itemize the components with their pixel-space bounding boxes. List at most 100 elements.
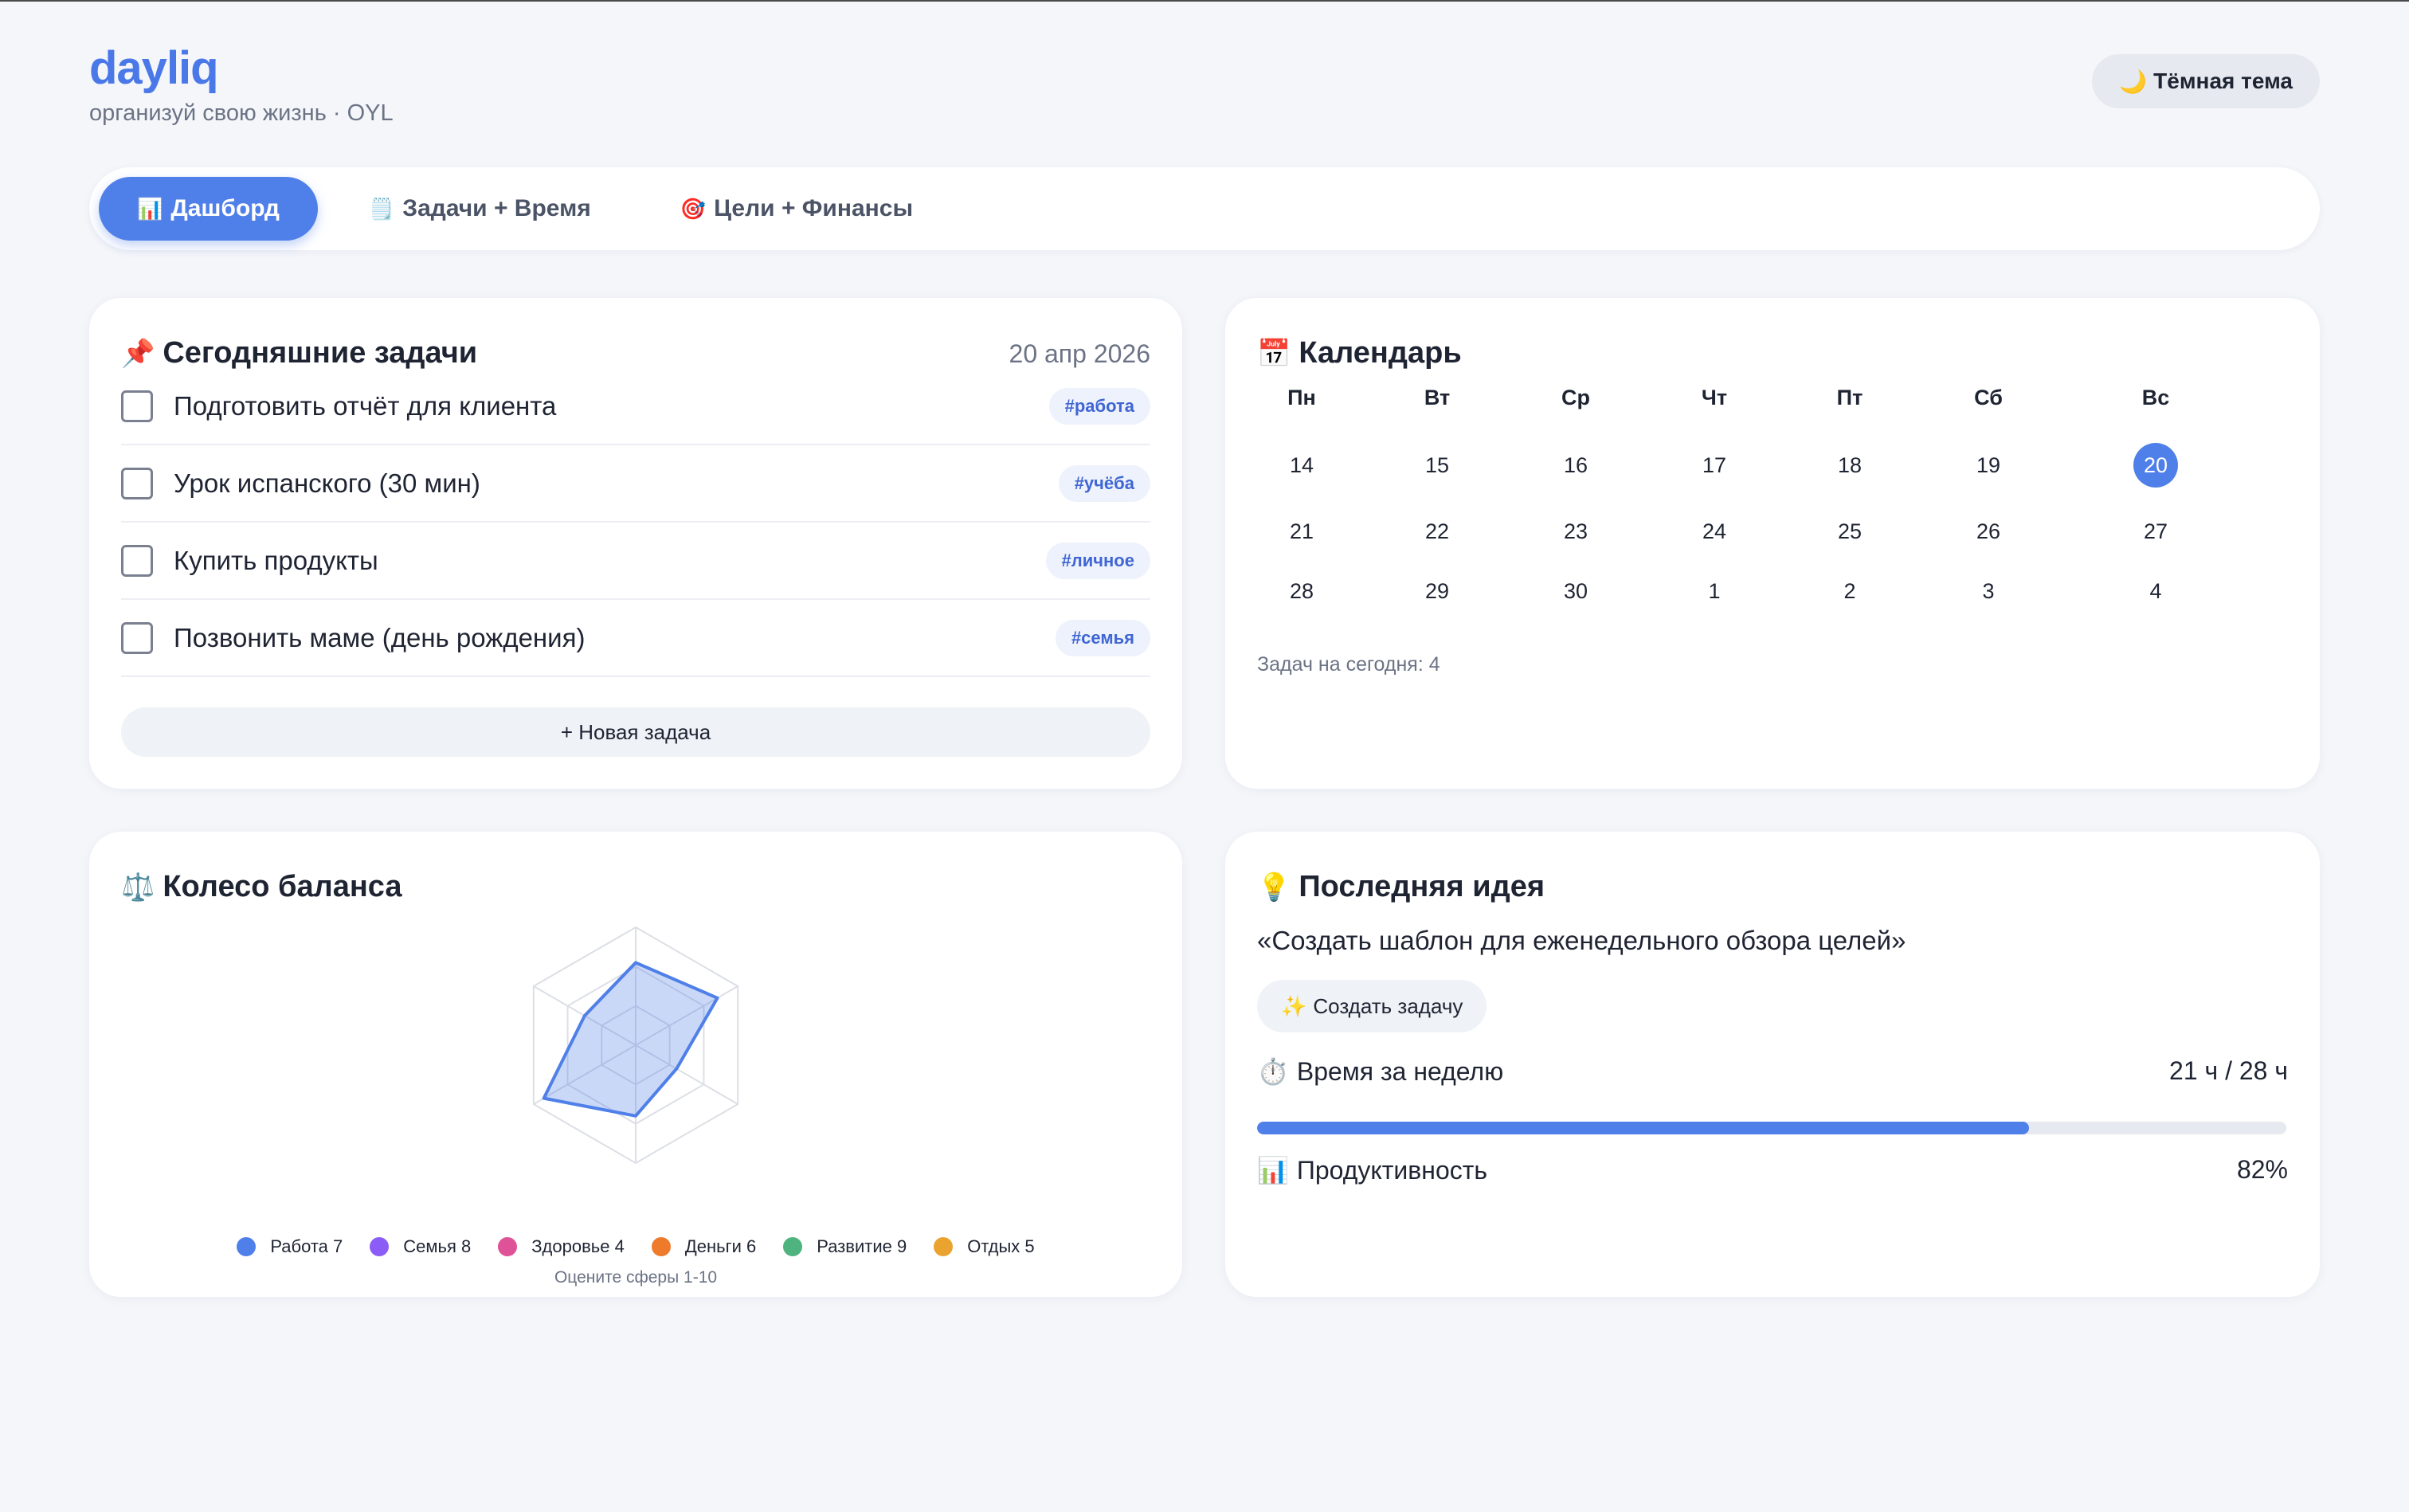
chart-icon: 📊: [137, 196, 163, 221]
weekday-header: Пн: [1287, 386, 1316, 409]
task-tag[interactable]: #учёба: [1058, 464, 1150, 502]
weekday-header: Сб: [1974, 386, 2003, 409]
balance-radar-chart: [532, 926, 739, 1165]
balance-title-text: Колесо баланса: [163, 870, 402, 903]
task-row: Подготовить отчёт для клиента #работа: [121, 368, 1150, 445]
calendar-day[interactable]: 16: [1563, 453, 1588, 477]
calendar-day[interactable]: 29: [1424, 579, 1450, 603]
calendar-day[interactable]: 19: [1976, 453, 2001, 477]
tab-label: Задачи + Время: [402, 195, 591, 221]
legend-label: Здоровье 4: [531, 1236, 625, 1256]
calendar-day[interactable]: 14: [1289, 453, 1314, 477]
brand-tagline: организуй свою жизнь · OYL: [89, 100, 394, 126]
task-tag[interactable]: #личное: [1045, 542, 1150, 579]
calendar-day[interactable]: 2: [1843, 579, 1856, 603]
radar-axis: [533, 1044, 637, 1105]
idea-title-text: Последняя идея: [1299, 870, 1545, 903]
weekly-time-progress-fill: [1257, 1122, 2029, 1134]
calendar-day[interactable]: 28: [1289, 579, 1314, 603]
moon-icon: 🌙: [2119, 69, 2148, 94]
radar-values-polygon: [542, 961, 719, 1118]
legend-label: Деньги 6: [684, 1236, 757, 1256]
legend-item: Здоровье 4: [498, 1236, 625, 1257]
create-task-label: Создать задачу: [1313, 993, 1463, 1018]
new-task-button[interactable]: + Новая задача: [121, 707, 1150, 757]
create-task-from-idea-button[interactable]: ✨ Создать задачу: [1257, 980, 1487, 1032]
tab-dashboard[interactable]: 📊 Дашборд: [99, 177, 318, 241]
tab-label: Дашборд: [170, 195, 280, 221]
calendar-day[interactable]: 27: [2143, 519, 2168, 543]
weekday-header: Вт: [1424, 386, 1451, 409]
calendar-day[interactable]: 25: [1837, 519, 1863, 543]
target-icon: 🎯: [680, 196, 707, 221]
calendar-day[interactable]: 1: [1708, 579, 1721, 603]
task-text: Урок испанского (30 мин): [174, 468, 480, 498]
task-checkbox[interactable]: [121, 544, 153, 577]
legend-item: Развитие 9: [783, 1236, 907, 1257]
weekday-header: Чт: [1701, 386, 1728, 409]
tasks-title-text: Сегодняшние задачи: [163, 336, 478, 370]
legend-item: Деньги 6: [651, 1236, 757, 1257]
balance-card-title: ⚖️ Колесо баланса: [121, 870, 402, 904]
task-checkbox[interactable]: [121, 467, 153, 499]
tasks-date: 20 апр 2026: [1009, 339, 1150, 368]
weekly-time-label: ⏱️ Время за неделю: [1257, 1056, 1503, 1087]
calendar-day[interactable]: 30: [1563, 579, 1588, 603]
radar-axis: [635, 1044, 738, 1105]
task-row: Урок испанского (30 мин) #учёба: [121, 445, 1150, 523]
task-tag[interactable]: #работа: [1048, 387, 1150, 425]
legend-dot: [934, 1237, 954, 1256]
calendar-day[interactable]: 4: [2149, 579, 2162, 603]
productivity-value: 82%: [2236, 1155, 2288, 1184]
calendar-day[interactable]: 26: [1976, 519, 2001, 543]
calendar-icon: 📅: [1257, 338, 1291, 369]
calendar-day[interactable]: 22: [1424, 519, 1450, 543]
task-tag[interactable]: #семья: [1055, 619, 1150, 656]
legend-item: Отдых 5: [934, 1236, 1035, 1257]
task-checkbox[interactable]: [121, 390, 153, 422]
tasks-card: 📌 Сегодняшние задачи 20 апр 2026 Подгото…: [89, 298, 1182, 789]
tasks-card-title: 📌 Сегодняшние задачи: [121, 336, 477, 370]
task-text: Подготовить отчёт для клиента: [174, 390, 557, 421]
chart-icon: 📊: [1257, 1156, 1289, 1185]
tab-tasks-time[interactable]: 🗒️ Задачи + Время: [331, 177, 629, 241]
calendar-day[interactable]: 21: [1289, 519, 1314, 543]
weekly-time-value: 21 ч / 28 ч: [2169, 1056, 2288, 1085]
task-checkbox[interactable]: [121, 621, 153, 654]
legend-dot: [237, 1237, 257, 1256]
calendar-title-text: Календарь: [1299, 336, 1462, 370]
lightbulb-icon: 💡: [1257, 872, 1291, 903]
calendar-day-today[interactable]: 20: [2124, 443, 2188, 488]
calendar-day[interactable]: 23: [1563, 519, 1588, 543]
weekday-header: Вс: [2141, 386, 2170, 409]
calendar-day[interactable]: 18: [1837, 453, 1863, 477]
legend-label: Развитие 9: [817, 1236, 907, 1256]
legend-label: Работа 7: [270, 1236, 343, 1256]
sparkles-icon: ✨: [1281, 993, 1307, 1018]
legend-label: Отдых 5: [967, 1236, 1035, 1256]
productivity-label: 📊 Продуктивность: [1257, 1155, 1487, 1185]
weekly-time-progress: [1257, 1122, 2286, 1134]
task-text: Купить продукты: [174, 545, 378, 575]
scales-icon: ⚖️: [121, 872, 155, 903]
idea-card-title: 💡 Последняя идея: [1257, 870, 1545, 904]
calendar-card-title: 📅 Календарь: [1257, 336, 1462, 370]
weekday-header: Пт: [1836, 386, 1863, 409]
balance-card: ⚖️ Колесо баланса Работа 7 Семья 8 Здоровь…: [89, 832, 1182, 1297]
legend-item: Работа 7: [237, 1236, 343, 1257]
calendar-day[interactable]: 24: [1702, 519, 1727, 543]
notepad-icon: 🗒️: [368, 196, 395, 221]
weekday-header: Ср: [1561, 386, 1590, 409]
calendar-card: 📅 Календарь Пн Вт Ср Чт Пт Сб Вс 14 15 16 17 18 19 20…: [1225, 298, 2320, 789]
task-row: Позвонить маме (день рождения) #семья: [121, 600, 1150, 677]
calendar-day[interactable]: 3: [1982, 579, 1995, 603]
legend-dot: [498, 1237, 518, 1256]
tab-label: Цели + Финансы: [714, 195, 914, 221]
stopwatch-icon: ⏱️: [1257, 1057, 1289, 1086]
calendar-day[interactable]: 17: [1702, 453, 1727, 477]
idea-text: «Создать шаблон для еженедельного обзора…: [1257, 926, 1906, 955]
calendar-day[interactable]: 15: [1424, 453, 1450, 477]
tab-goals-finance[interactable]: 🎯 Цели + Финансы: [642, 177, 951, 241]
tab-bar: 📊 Дашборд 🗒️ Задачи + Время 🎯 Цели + Фин…: [89, 167, 2320, 250]
dark-theme-button[interactable]: 🌙 Тёмная тема: [2092, 54, 2320, 108]
